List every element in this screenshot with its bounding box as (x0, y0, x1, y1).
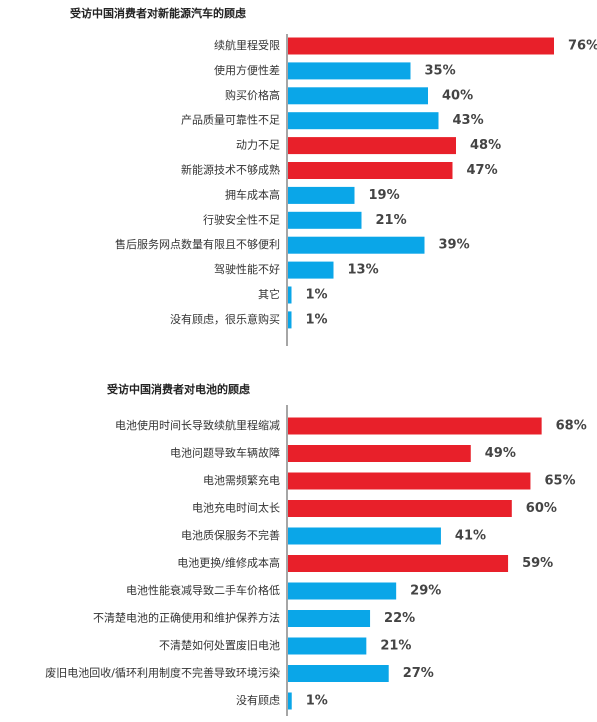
bar (288, 637, 367, 655)
category-label: 电池问题导致车辆故障 (170, 446, 280, 460)
category-label: 不清楚电池的正确使用和维护保养方法 (93, 611, 280, 625)
value-label: 39% (439, 238, 470, 253)
category-label: 废旧电池回收/循环利用制度不完善导致环境污染 (45, 666, 280, 680)
value-label: 49% (485, 446, 516, 461)
value-label: 13% (348, 263, 379, 278)
category-label: 新能源技术不够成熟 (181, 163, 280, 177)
bar (288, 692, 292, 710)
category-label: 使用方便性差 (214, 63, 280, 77)
value-label: 40% (442, 88, 473, 103)
category-label: 产品质量可靠性不足 (181, 113, 280, 127)
value-label: 19% (369, 188, 400, 203)
category-label: 其它 (258, 287, 280, 301)
value-label: 47% (467, 163, 498, 178)
category-label: 售后服务网点数量有限且不够便利 (115, 237, 280, 251)
bar (288, 236, 425, 254)
value-label: 60% (526, 501, 557, 516)
value-label: 22% (384, 611, 415, 626)
bar (288, 311, 292, 329)
bar (288, 472, 531, 490)
value-label: 21% (376, 213, 407, 228)
bar (288, 527, 441, 545)
category-label: 电池充电时间太长 (192, 501, 280, 515)
bar (288, 665, 389, 682)
category-label: 电池需频繁充电 (203, 473, 280, 487)
bar (288, 137, 456, 155)
value-label: 1% (306, 694, 328, 709)
bar (288, 610, 371, 627)
category-label: 续航里程受限 (214, 38, 280, 52)
category-label: 电池更换/维修成本高 (177, 556, 280, 570)
value-label: 27% (403, 666, 434, 681)
category-label: 没有顾虑，很乐意购买 (170, 312, 280, 326)
value-label: 65% (544, 474, 575, 489)
value-label: 48% (470, 138, 501, 153)
bar (288, 445, 471, 462)
value-label: 68% (556, 419, 587, 434)
category-label: 行驶安全性不足 (203, 212, 280, 226)
bar (288, 286, 292, 304)
bar (288, 417, 542, 435)
value-label: 21% (380, 639, 411, 654)
bar (288, 211, 362, 229)
value-label: 35% (425, 63, 456, 78)
bar (288, 555, 509, 572)
bar (288, 186, 355, 204)
value-label: 1% (306, 288, 328, 303)
bar (288, 112, 439, 130)
value-label: 41% (455, 529, 486, 544)
value-label: 29% (410, 584, 441, 599)
category-label: 电池质保服务不完善 (181, 528, 280, 542)
chart-title: 受访中国消费者对电池的顾虑 (107, 382, 250, 396)
category-label: 驾驶性能不好 (214, 262, 280, 276)
category-label: 没有顾虑 (236, 693, 280, 707)
value-label: 1% (306, 312, 328, 327)
value-label: 43% (453, 113, 484, 128)
category-label: 电池使用时间长导致续航里程缩减 (115, 418, 280, 432)
bar (288, 62, 411, 80)
value-label: 76% (568, 39, 597, 54)
category-label: 动力不足 (236, 139, 280, 152)
bar (288, 261, 334, 279)
bar (288, 582, 397, 600)
category-label: 不清楚如何处置废旧电池 (159, 638, 280, 652)
value-label: 59% (522, 556, 553, 571)
category-label: 购买价格高 (225, 88, 280, 102)
bar (288, 162, 453, 179)
bar (288, 500, 512, 517)
category-label: 拥车成本高 (225, 187, 280, 201)
category-label: 电池性能衰减导致二手车价格低 (126, 583, 280, 597)
bar (288, 87, 428, 105)
bar (288, 37, 554, 55)
chart-title: 受访中国消费者对新能源汽车的顾虑 (70, 6, 246, 20)
